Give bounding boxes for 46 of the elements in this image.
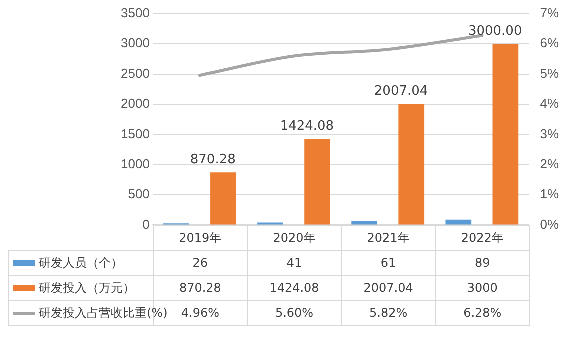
y2-tick-label: 4%: [540, 96, 560, 112]
bar: [210, 172, 236, 225]
annotation: 1424.08: [280, 119, 334, 134]
y-tick-label: 3000: [121, 36, 150, 51]
data-label: 26: [153, 250, 248, 276]
bar: [492, 44, 519, 225]
y2-tick-label: 5%: [540, 66, 560, 81]
y-tick-label: 3500: [121, 6, 150, 21]
data-label: 870.28: [153, 276, 248, 301]
legend-label: 研发投入占营收比重(%): [38, 304, 168, 322]
bar: [304, 139, 330, 225]
annotation: 2007.04: [374, 84, 428, 99]
y2-tick-label: 6%: [540, 36, 560, 51]
y2-tick-label: 1%: [540, 186, 560, 202]
annotation: 870.28: [190, 152, 236, 168]
x-tick-label: 2020年: [247, 226, 342, 251]
y-tick-label: 1000: [121, 156, 150, 172]
data-label: 2007.04: [342, 276, 436, 301]
y-tick-label: 500: [128, 186, 150, 202]
data-label: 4.96%: [181, 306, 220, 320]
line-series: [198, 34, 484, 78]
data-label: 89: [436, 250, 530, 276]
x-tick-label: 2022年: [436, 226, 530, 251]
data-label: 1424.08: [247, 276, 342, 301]
y-tick-label: 2500: [121, 66, 150, 81]
y-tick-label: 2000: [121, 96, 150, 112]
data-label: 41: [247, 250, 342, 276]
y2-tick-label: 2%: [540, 156, 560, 172]
data-label: 6.28%: [436, 300, 530, 326]
annotation: 3000.00: [468, 24, 522, 40]
legend-label: 研发人员（个）: [8, 250, 154, 276]
y-tick-label: 0: [142, 216, 150, 232]
x-tick-label: 2019年: [153, 226, 248, 251]
legend-label: 研发投入（万元）: [8, 276, 154, 301]
bar: [352, 222, 378, 225]
y-tick-label: 1500: [121, 126, 150, 142]
y2-tick-label: 0%: [540, 216, 560, 232]
y2-tick-label: 3%: [540, 126, 560, 142]
data-label: 61: [342, 250, 436, 276]
bar: [446, 220, 472, 225]
data-label: 3000: [436, 276, 530, 301]
y2-tick-label: 7%: [540, 6, 560, 21]
data-label: 5.82%: [342, 300, 436, 326]
bar: [398, 104, 425, 225]
x-tick-label: 2021年: [342, 226, 436, 251]
data-label: 5.60%: [247, 300, 342, 326]
